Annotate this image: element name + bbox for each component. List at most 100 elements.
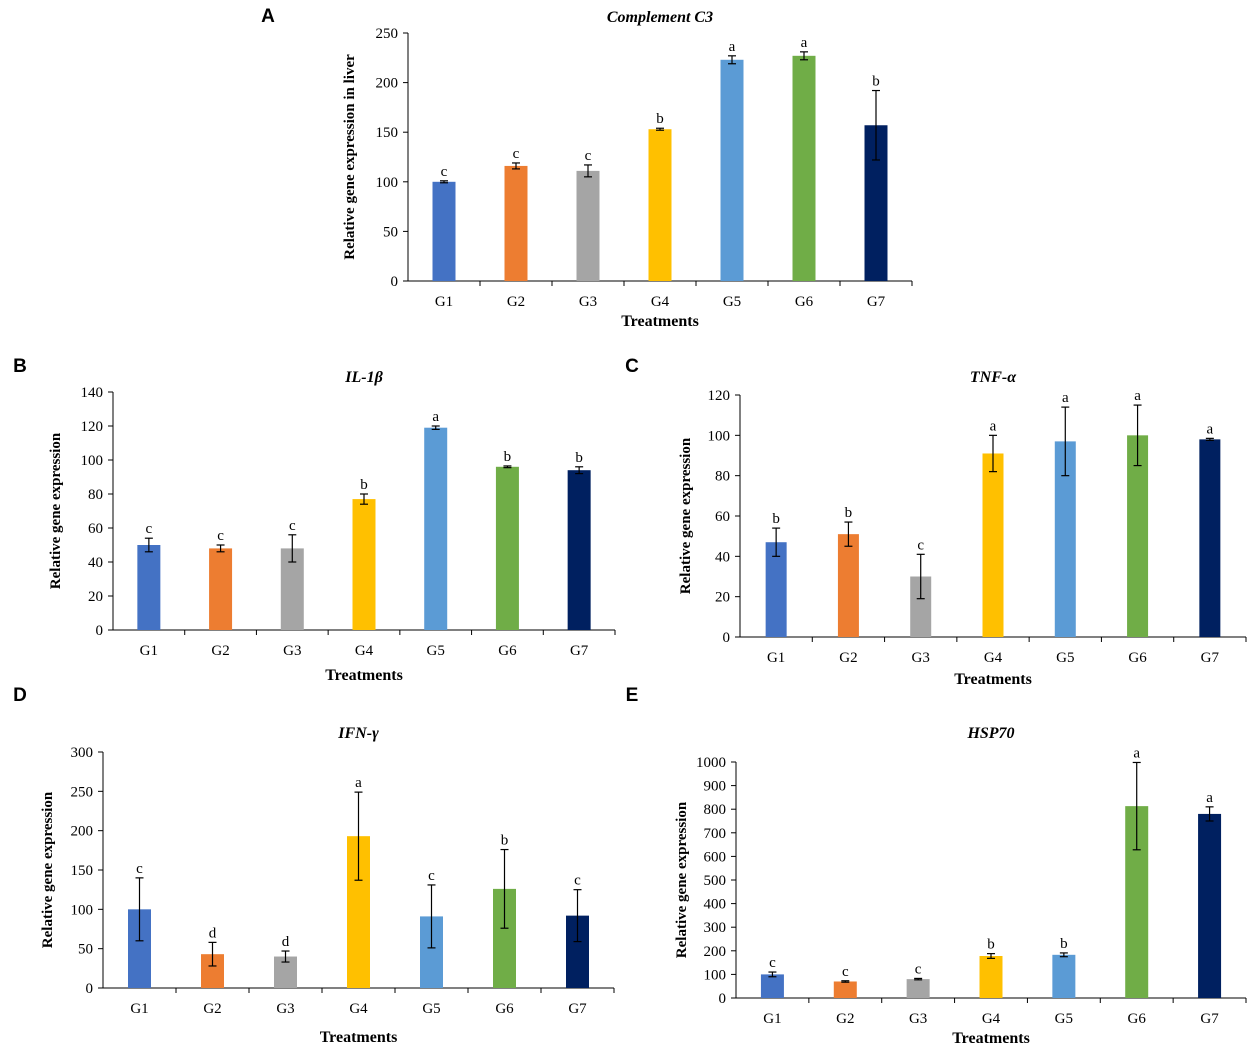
y-tick-label: 80 [88, 487, 103, 503]
x-tick-label: G6 [495, 1001, 514, 1017]
significance-letter: c [574, 873, 581, 889]
bar-g2 [833, 981, 857, 998]
y-tick-label: 0 [719, 991, 727, 1007]
significance-letter: b [1060, 936, 1068, 952]
y-tick-label: 250 [71, 784, 94, 800]
bar-g6 [495, 466, 519, 630]
x-axis-label: Treatments [952, 1030, 1030, 1047]
y-tick-label: 100 [376, 175, 399, 191]
y-tick-label: 900 [704, 779, 727, 795]
y-tick-label: 0 [86, 981, 94, 997]
bar-g1 [432, 181, 456, 281]
panel-d: D IFN-γ 0 50 100 150 200 250 300 c G1 d G2 d G3 a G4 c G5 b… [13, 685, 615, 1046]
bar-g7 [1198, 813, 1222, 998]
x-axis-label: Treatments [320, 1029, 398, 1046]
panel-letter: A [261, 6, 275, 27]
bar-g4 [979, 955, 1003, 998]
significance-letter: b [656, 111, 664, 127]
significance-letter: b [360, 477, 368, 493]
significance-letter: c [917, 537, 924, 553]
x-axis-label: Treatments [954, 671, 1032, 688]
y-tick-label: 80 [715, 469, 730, 485]
x-tick-label: G4 [984, 650, 1003, 666]
bar-g6 [792, 55, 816, 281]
y-tick-label: 500 [704, 873, 727, 889]
y-tick-label: 50 [78, 942, 93, 958]
x-tick-label: G7 [568, 1001, 587, 1017]
y-tick-label: 140 [81, 385, 104, 401]
bar-g6 [493, 888, 516, 988]
significance-letter: b [845, 505, 853, 521]
significance-letter: c [513, 146, 520, 162]
significance-letter: a [801, 35, 808, 51]
bar-g3 [274, 956, 297, 988]
bar-g7 [864, 125, 888, 281]
significance-letter: c [136, 861, 143, 877]
x-tick-label: G3 [276, 1001, 294, 1017]
bar-g7 [566, 915, 589, 988]
significance-letter: a [1207, 421, 1214, 437]
bar-g3 [576, 170, 600, 281]
bar-g6 [1127, 435, 1149, 637]
significance-letter: b [872, 74, 880, 90]
y-tick-label: 200 [376, 76, 399, 92]
x-tick-label: G2 [203, 1001, 221, 1017]
significance-letter: a [1206, 790, 1213, 806]
panel-b: B IL-1β 0 20 40 60 80 100 120 140 c G1 c G2 c G3 b G4 a G5 b… [13, 356, 616, 684]
y-axis-label: Relative gene expression [48, 432, 64, 589]
bar-g5 [420, 916, 443, 988]
significance-letter: a [990, 418, 997, 434]
significance-letter: c [769, 955, 776, 971]
x-tick-label: G7 [867, 294, 886, 310]
bar-g7 [567, 470, 591, 630]
chart-title: IL-1β [344, 369, 383, 386]
significance-letter: c [428, 868, 435, 884]
significance-letter: a [1062, 390, 1069, 406]
y-tick-label: 300 [704, 920, 727, 936]
y-tick-label: 150 [71, 863, 94, 879]
x-tick-label: G3 [283, 643, 301, 659]
bar-g4 [347, 836, 370, 988]
y-tick-label: 20 [88, 589, 103, 605]
y-tick-label: 700 [704, 826, 727, 842]
panel-a: A Complement C3 0 50 100 150 200 250 c G1 c G2 c G3 b G… [261, 6, 913, 330]
x-tick-label: G3 [909, 1011, 927, 1027]
significance-letter: b [772, 511, 780, 527]
chart-title: HSP70 [966, 725, 1014, 742]
significance-letter: c [842, 964, 849, 980]
x-tick-label: G6 [1128, 1011, 1147, 1027]
y-tick-label: 100 [71, 902, 94, 918]
panel-c: C TNF-α 0 20 40 60 80 100 120 b G1 b G2 c G3 a G4 a G5 a G6 a… [625, 356, 1247, 688]
y-tick-label: 120 [708, 388, 731, 404]
significance-letter: c [441, 164, 448, 180]
bar-g5 [720, 59, 744, 282]
panel-letter: E [626, 685, 639, 706]
significance-letter: c [289, 518, 296, 534]
x-tick-label: G5 [1056, 650, 1074, 666]
bar-g7 [1199, 439, 1221, 637]
bar-g5 [424, 427, 448, 630]
x-tick-label: G5 [723, 294, 741, 310]
bar-g2 [201, 954, 224, 988]
panel-e: E HSP70 0 100 200 300 400 500 600 700 800 900 1000 c G… [626, 685, 1247, 1047]
y-tick-label: 0 [96, 623, 104, 639]
significance-letter: c [146, 521, 153, 537]
y-tick-label: 100 [81, 453, 104, 469]
significance-letter: d [209, 925, 217, 941]
y-tick-label: 60 [715, 509, 730, 525]
x-tick-label: G2 [836, 1011, 854, 1027]
bar-g6 [1125, 806, 1149, 998]
chart-title: Complement C3 [607, 9, 713, 26]
panel-letter: D [13, 685, 27, 706]
y-axis-label: Relative gene expression [674, 801, 690, 958]
x-tick-label: G7 [1200, 1011, 1219, 1027]
significance-letter: a [1133, 745, 1140, 761]
significance-letter: a [432, 409, 439, 425]
x-axis-label: Treatments [621, 313, 699, 330]
chart-title: TNF-α [970, 369, 1017, 386]
bar-g3 [906, 979, 930, 998]
panel-letter: C [625, 356, 639, 377]
bar-g2 [209, 548, 233, 630]
chart-title: IFN-γ [337, 725, 379, 742]
x-tick-label: G1 [130, 1001, 148, 1017]
